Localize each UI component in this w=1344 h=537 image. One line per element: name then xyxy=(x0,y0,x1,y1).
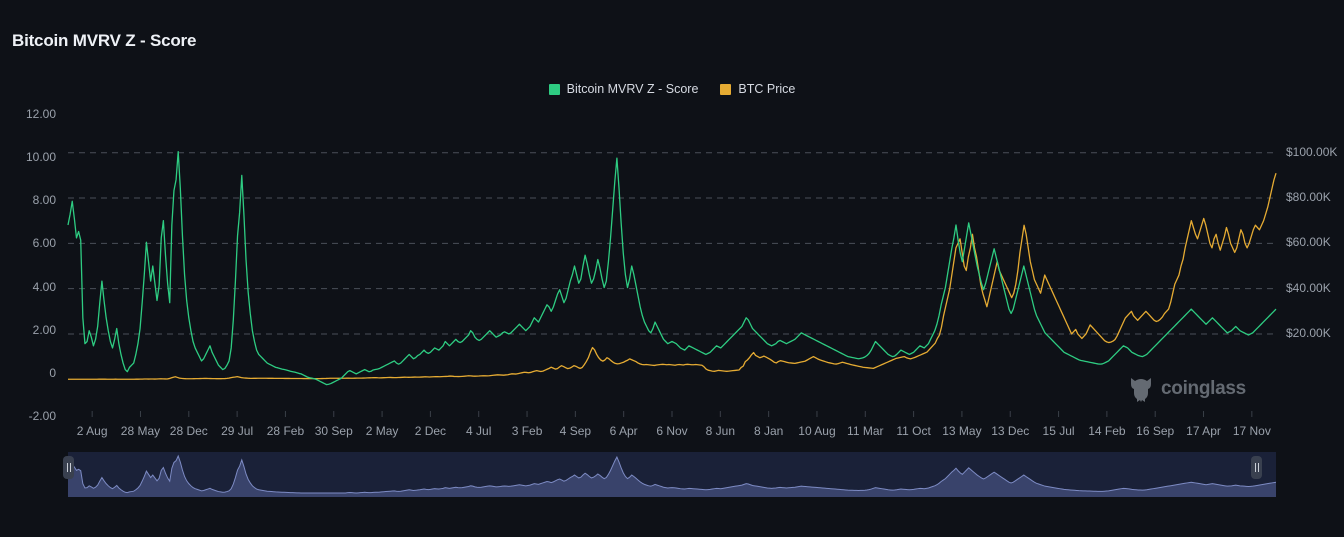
x-tick-label: 28 May xyxy=(120,424,161,438)
navigator-handle-left[interactable] xyxy=(63,456,74,479)
legend-label-mvrv: Bitcoin MVRV Z - Score xyxy=(566,82,699,96)
x-tick-label: 4 Jul xyxy=(466,424,492,438)
x-tick-label: 29 Jul xyxy=(221,424,254,438)
x-tick-label: 15 Jul xyxy=(1042,424,1075,438)
navigator-chart xyxy=(68,454,1276,497)
y-left-tick-label: 10.00 xyxy=(25,150,56,165)
grip-line xyxy=(69,463,71,472)
x-tick-label: 28 Feb xyxy=(266,424,305,438)
y-left-tick-label: 0 xyxy=(49,365,56,380)
legend-item-btc-price[interactable]: BTC Price xyxy=(720,82,795,96)
x-tick-label: 2 Dec xyxy=(414,424,447,438)
x-tick-label: 17 Apr xyxy=(1186,424,1221,438)
y-right-tick-label: $60.00K xyxy=(1286,235,1331,250)
x-tick-label: 14 Feb xyxy=(1088,424,1126,438)
y-left-tick-label: 8.00 xyxy=(32,193,56,208)
grip-line xyxy=(1254,463,1256,472)
legend-swatch-mvrv xyxy=(548,83,560,95)
y-left-tick-label: 6.00 xyxy=(32,236,56,251)
x-tick-label: 2 May xyxy=(365,424,399,438)
y-left-tick-label: -2.00 xyxy=(28,409,56,423)
x-tick-label: 11 Mar xyxy=(847,424,884,438)
x-tick-label: 30 Sep xyxy=(314,424,353,438)
x-tick-label: 28 Dec xyxy=(169,424,208,438)
y-right-tick-label: $100.00K xyxy=(1286,144,1338,159)
y-right-tick-label: $20.00K xyxy=(1286,325,1331,340)
y-right-tick-label: $40.00K xyxy=(1286,280,1331,295)
x-tick-label: 3 Feb xyxy=(511,424,543,438)
grip-line xyxy=(1257,463,1259,472)
plot-area[interactable] xyxy=(0,100,1344,430)
navigator-handle-right[interactable] xyxy=(1251,456,1262,479)
x-tick-label: 11 Oct xyxy=(896,424,931,438)
series-line-btc-price xyxy=(68,172,1277,380)
chart-legend: Bitcoin MVRV Z - Score BTC Price xyxy=(0,82,1344,96)
y-left-tick-label: 4.00 xyxy=(32,279,56,294)
navigator-line xyxy=(68,454,1276,494)
gridlines xyxy=(68,152,1276,335)
x-tick-label: 10 Aug xyxy=(798,424,836,438)
x-tick-label: 8 Jun xyxy=(705,424,735,438)
page-title: Bitcoin MVRV Z - Score xyxy=(12,31,197,50)
x-tick-label: 13 May xyxy=(942,424,982,438)
x-tick-label: 8 Jan xyxy=(753,424,784,438)
y-left-tick-label: 2.00 xyxy=(32,322,56,337)
x-tick-label: 6 Apr xyxy=(609,424,638,438)
range-navigator[interactable] xyxy=(68,452,1276,497)
legend-item-mvrv-z-score[interactable]: Bitcoin MVRV Z - Score xyxy=(548,82,699,96)
y-left-tick-label: 12.00 xyxy=(25,107,56,121)
x-tick-label: 16 Sep xyxy=(1136,424,1175,438)
x-tick-label: 6 Nov xyxy=(656,424,688,438)
x-tick-label: 2 Aug xyxy=(76,424,108,438)
series-line-mvrv-z-score xyxy=(67,151,1277,386)
chart-canvas xyxy=(67,151,1277,417)
x-tick-label: 17 Nov xyxy=(1232,424,1271,438)
navigator-area xyxy=(68,456,1276,497)
x-tick-label: 4 Sep xyxy=(559,424,592,438)
y-right-tick-label: $80.00K xyxy=(1286,190,1331,205)
legend-swatch-btc xyxy=(720,83,732,95)
grip-line xyxy=(66,463,68,472)
axis-ticks xyxy=(91,411,1253,417)
legend-label-btc: BTC Price xyxy=(738,82,796,96)
x-tick-label: 13 Dec xyxy=(991,424,1030,438)
